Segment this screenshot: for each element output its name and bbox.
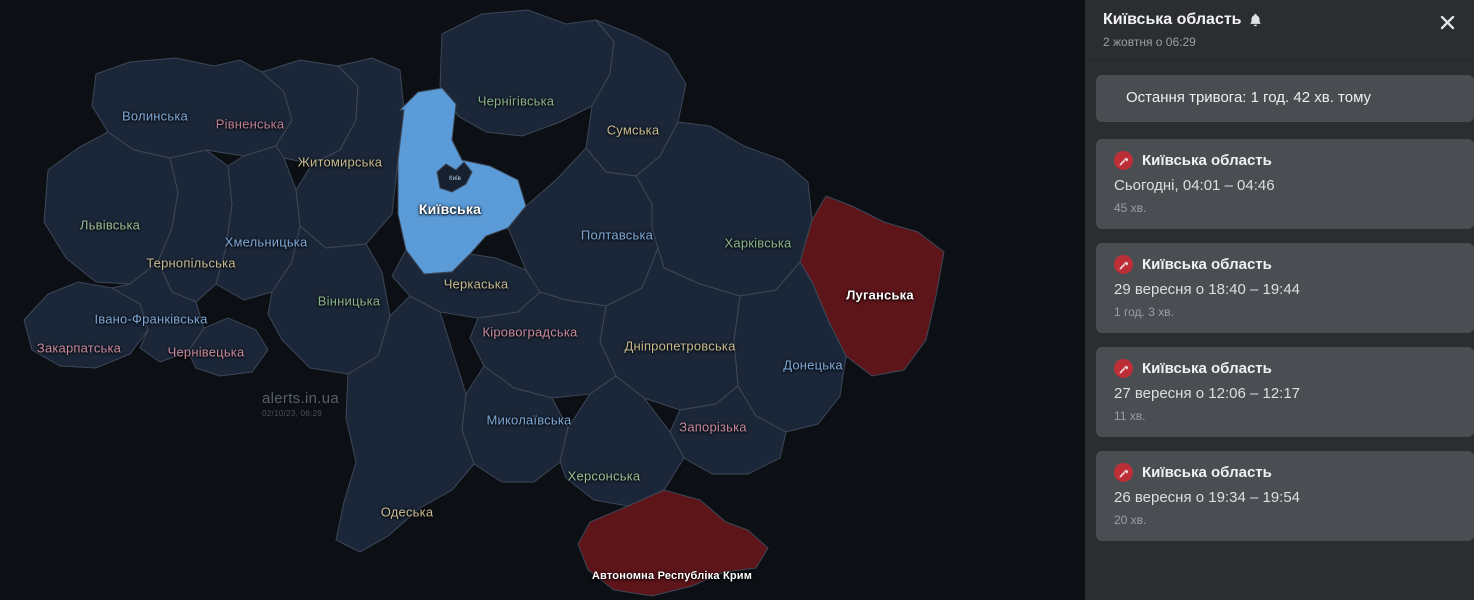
alert-item-duration: 1 год. 3 хв.	[1114, 305, 1174, 319]
alert-item-time: 29 вересня о 18:40 – 19:44	[1114, 281, 1301, 298]
alert-item-region: Київська область	[1142, 359, 1272, 377]
siren-icon	[1114, 151, 1133, 170]
alert-item-region: Київська область	[1142, 151, 1272, 169]
siren-icon	[1114, 255, 1133, 274]
alert-item-time: Сьогодні, 04:01 – 04:46	[1114, 177, 1275, 194]
last-alert-summary-text: Остання тривога: 1 год. 42 хв. тому	[1126, 89, 1372, 106]
alert-item-header: Київська область	[1114, 463, 1456, 482]
alert-history-item[interactable]: Київська область 29 вересня о 18:40 – 19:…	[1096, 243, 1474, 333]
alert-item-duration: 20 хв.	[1114, 513, 1147, 527]
panel-title: Київська область	[1103, 10, 1456, 30]
region-shape-kyiv-city	[436, 161, 473, 193]
last-alert-summary-card: Остання тривога: 1 год. 42 хв. тому	[1096, 75, 1474, 122]
siren-icon	[1114, 463, 1133, 482]
alert-history-item[interactable]: Київська область Сьогодні, 04:01 – 04:46 4…	[1096, 139, 1474, 229]
region-shape-ternopil	[157, 149, 233, 303]
panel-body[interactable]: Остання тривога: 1 год. 42 хв. тому Київ…	[1085, 61, 1474, 600]
alert-item-duration: 11 хв.	[1114, 409, 1146, 423]
alert-item-header: Київська область	[1114, 255, 1456, 274]
alert-history-item[interactable]: Київська область 27 вересня о 12:06 – 12:…	[1096, 347, 1474, 437]
close-icon	[1438, 13, 1457, 37]
region-shape-crimea	[577, 489, 769, 597]
alert-item-header: Київська область	[1114, 359, 1456, 378]
alert-item-duration: 45 хв.	[1114, 201, 1147, 215]
map-svg[interactable]: .rg { stroke:#3c4758; stroke-width:1; } …	[0, 0, 1085, 600]
close-button[interactable]	[1434, 12, 1460, 38]
region-shape-odesa	[335, 295, 475, 553]
region-shape-chernivtsi	[187, 317, 269, 377]
region-shape-chernihiv	[439, 9, 615, 137]
panel-title-text: Київська область	[1103, 11, 1242, 28]
bell-icon	[1248, 12, 1263, 28]
ukraine-alert-map[interactable]: .rg { stroke:#3c4758; stroke-width:1; } …	[0, 0, 1085, 600]
panel-header: Київська область 2 жовтня о 06:29	[1085, 0, 1474, 61]
alert-item-region: Київська область	[1142, 463, 1272, 481]
alert-item-region: Київська область	[1142, 255, 1272, 273]
alert-history-item[interactable]: Київська область 26 вересня о 19:34 – 19:…	[1096, 451, 1474, 541]
alert-item-time: 26 вересня о 19:34 – 19:54	[1114, 489, 1301, 506]
alert-item-time: 27 вересня о 12:06 – 12:17	[1114, 385, 1301, 402]
siren-icon	[1114, 359, 1133, 378]
region-detail-panel: Київська область 2 жовтня о 06:29	[1085, 0, 1474, 600]
region-shape-kherson	[559, 375, 685, 507]
alert-history-list: Київська область Сьогодні, 04:01 – 04:46 4…	[1085, 139, 1474, 541]
alert-item-header: Київська область	[1114, 151, 1456, 170]
panel-subtitle: 2 жовтня о 06:29	[1103, 35, 1196, 49]
